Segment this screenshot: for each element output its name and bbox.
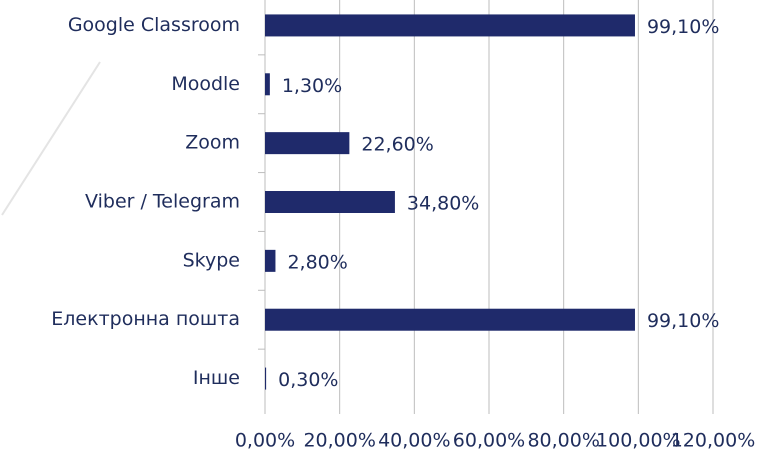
x-tick-label: 120,00% — [671, 430, 756, 452]
bar — [265, 308, 635, 331]
y-tick-label: Google Classroom — [68, 14, 240, 36]
x-tick-label: 60,00% — [453, 430, 525, 452]
bar — [265, 14, 635, 37]
bar — [265, 249, 276, 272]
value-label: 99,10% — [647, 310, 719, 332]
y-tick-label: Zoom — [185, 132, 240, 154]
y-tick-label: Електронна пошта — [51, 308, 240, 330]
x-tick-label: 40,00% — [378, 430, 450, 452]
bar — [265, 132, 350, 155]
x-tick-label: 100,00% — [596, 430, 681, 452]
value-label: 99,10% — [647, 16, 719, 38]
y-tick-label: Moodle — [171, 73, 240, 95]
x-tick-label: 0,00% — [235, 430, 295, 452]
y-tick-label: Skype — [183, 249, 240, 271]
y-tick-label: Інше — [193, 367, 240, 389]
value-label: 1,30% — [282, 75, 342, 97]
bar — [265, 191, 395, 213]
decoration — [1, 61, 101, 216]
value-label: 2,80% — [287, 251, 347, 273]
value-label: 0,30% — [278, 369, 338, 391]
y-tick-label: Viber / Telegram — [85, 191, 240, 213]
x-tick-label: 20,00% — [303, 430, 375, 452]
value-label: 34,80% — [407, 193, 479, 215]
bar — [265, 367, 267, 390]
value-label: 22,60% — [361, 134, 433, 156]
x-tick-label: 80,00% — [527, 430, 599, 452]
bar — [265, 73, 270, 96]
